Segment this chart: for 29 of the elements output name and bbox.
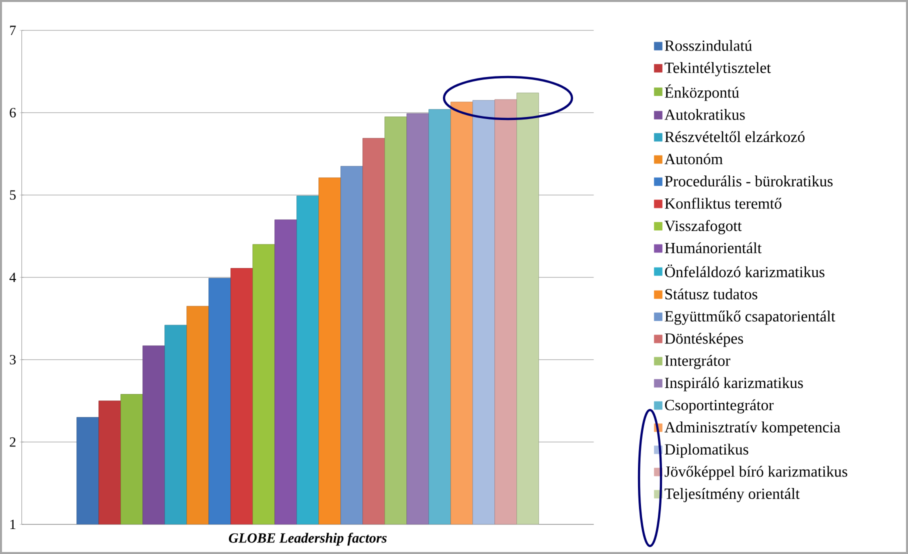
legend-label: Rosszindulatú: [664, 40, 752, 51]
legend-label: Önfeláldozó karizmatikus: [665, 264, 824, 278]
legend-label: Diplomatikus: [664, 444, 748, 458]
legend-label: Autonóm: [664, 153, 723, 164]
y-tick-label: 2: [10, 437, 16, 447]
legend-label: Csoportintegrátor: [665, 399, 774, 414]
y-tick-label: 4: [9, 272, 16, 282]
y-tick-label: 5: [10, 190, 16, 200]
legend-label: Visszafogott: [664, 220, 742, 234]
legend-label: Jövőképpel bíró karizmatikus: [664, 466, 848, 480]
x-axis-title: GLOBE Leadership factors: [228, 532, 387, 546]
legend-label: Tekintélytisztelet: [664, 62, 771, 76]
legend-label: Teljesítmény orientált: [664, 488, 800, 502]
y-tick-label: 1: [10, 520, 16, 529]
legend-label: Autokratikus: [664, 109, 745, 120]
legend-label: Intergrátor: [664, 355, 730, 370]
y-tick-label: 7: [10, 26, 16, 35]
legend-label: Konfliktus teremtő: [664, 198, 782, 209]
legend-label: Döntésképes: [664, 332, 744, 347]
legend-label: Énközpontú: [664, 84, 740, 101]
legend-label: Humánorientált: [664, 242, 762, 254]
y-tick-label: 6: [10, 108, 16, 118]
legend-label: Inspiráló karizmatikus: [664, 377, 803, 392]
y-tick-label: 3: [10, 354, 16, 364]
legend-label: Státusz tudatos: [665, 288, 758, 300]
legend-label: Procedurális - bürokratikus: [664, 176, 833, 186]
legend-label: Részvételtől elzárkozó: [664, 131, 805, 142]
legend-label: Együttműkő csapatorientált: [664, 310, 836, 325]
legend-label: Adminisztratív kompetencia: [664, 422, 840, 436]
